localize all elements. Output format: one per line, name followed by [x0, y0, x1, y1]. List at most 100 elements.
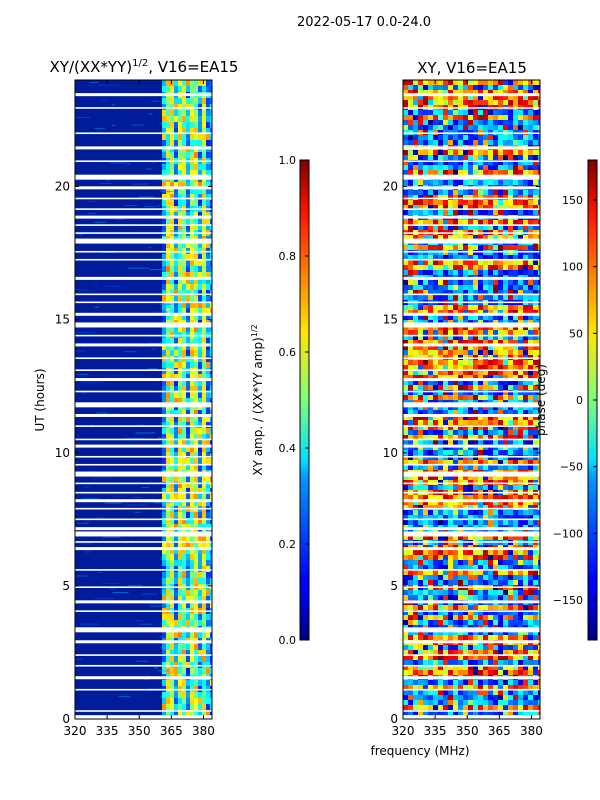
phase-cell: [488, 465, 494, 471]
amplitude-cell: [202, 86, 207, 93]
amplitude-cell: [135, 432, 156, 434]
phase-cell: [533, 395, 539, 401]
phase-cell: [423, 610, 429, 616]
amplitude-cell: [170, 452, 175, 459]
phase-cell: [468, 330, 474, 336]
phase-cell: [458, 415, 464, 421]
phase-cell: [413, 350, 419, 356]
phase-cell: [418, 170, 424, 176]
phase-cell: [468, 380, 474, 386]
phase-cell: [413, 125, 419, 131]
amplitude-cell: [162, 446, 167, 453]
phase-cell: [533, 655, 539, 661]
phase-cell: [473, 200, 479, 206]
phase-cell: [528, 310, 534, 316]
phase-cell: [483, 380, 489, 386]
phase-cell: [428, 550, 434, 556]
amplitude-cell: [166, 488, 171, 495]
phase-cell: [413, 180, 419, 186]
phase-cell: [538, 575, 540, 581]
phase-cell: [533, 405, 539, 411]
phase-cell: [423, 155, 429, 161]
phase-cell: [473, 245, 479, 251]
phase-cell: [438, 360, 444, 366]
phase-cell: [533, 445, 539, 451]
amplitude-cell: [174, 134, 179, 141]
amplitude-cell: [174, 182, 179, 189]
phase-cell: [448, 575, 454, 581]
phase-cell: [513, 235, 519, 241]
phase-cell: [483, 170, 489, 176]
phase-cell: [458, 535, 464, 541]
amplitude-cell: [186, 488, 191, 495]
phase-cell: [498, 660, 504, 666]
amplitude-cell: [166, 104, 171, 111]
phase-cell: [413, 260, 419, 266]
amplitude-flagged-gap: [75, 369, 212, 372]
phase-cell: [418, 135, 424, 141]
phase-cell: [498, 440, 504, 446]
phase-cell: [533, 285, 539, 291]
phase-cell: [408, 245, 414, 251]
amplitude-cell: [210, 350, 212, 357]
phase-cell: [473, 330, 479, 336]
phase-cell: [403, 605, 409, 611]
phase-cell: [443, 255, 449, 261]
amplitude-cell: [194, 392, 199, 399]
amplitude-cell: [190, 524, 195, 531]
amplitude-cell: [190, 476, 195, 483]
phase-cell: [413, 465, 419, 471]
phase-cell: [483, 190, 489, 196]
phase-cell: [418, 575, 424, 581]
phase-cell: [483, 195, 489, 201]
phase-cell: [423, 395, 429, 401]
phase-cell: [428, 180, 434, 186]
phase-cell: [433, 655, 439, 661]
amplitude-cell: [178, 542, 183, 549]
phase-cell: [443, 515, 449, 521]
phase-cell: [498, 115, 504, 121]
phase-cell: [453, 650, 459, 656]
phase-cell: [483, 670, 489, 676]
amplitude-cell: [162, 326, 167, 333]
phase-cell: [468, 250, 474, 256]
phase-cell: [483, 630, 489, 636]
phase-cell: [488, 205, 494, 211]
amplitude-cell: [186, 680, 191, 687]
amplitude-cell: [166, 632, 171, 639]
phase-cell: [523, 155, 529, 161]
phase-cell: [503, 100, 509, 106]
phase-cell: [533, 125, 539, 131]
phase-cell: [528, 505, 534, 511]
phase-cell: [483, 580, 489, 586]
phase-cell: [528, 280, 534, 286]
amplitude-cell: [194, 614, 199, 621]
phase-cell: [518, 385, 524, 391]
phase-cell: [418, 360, 424, 366]
phase-cell: [433, 445, 439, 451]
amplitude-cell: [166, 554, 171, 561]
phase-cell: [458, 95, 464, 101]
amplitude-cell: [170, 614, 175, 621]
phase-cell: [443, 680, 449, 686]
phase-cell: [468, 605, 474, 611]
phase-cell: [413, 655, 419, 661]
phase-cell: [518, 255, 524, 261]
phase-cell: [528, 255, 534, 261]
amplitude-cell: [100, 412, 120, 414]
phase-cell: [448, 450, 454, 456]
phase-cell: [453, 295, 459, 301]
amplitude-cell: [202, 308, 207, 315]
phase-cell: [463, 100, 469, 106]
phase-cell: [438, 390, 444, 396]
phase-cell: [433, 310, 439, 316]
phase-cell: [528, 350, 534, 356]
amplitude-cell: [166, 698, 171, 705]
phase-cell: [483, 650, 489, 656]
amplitude-cell: [202, 542, 207, 549]
amplitude-cell: [182, 416, 187, 423]
amplitude-cell: [166, 560, 171, 567]
phase-cell: [528, 550, 534, 556]
phase-cell: [403, 580, 409, 586]
phase-cell: [408, 655, 414, 661]
